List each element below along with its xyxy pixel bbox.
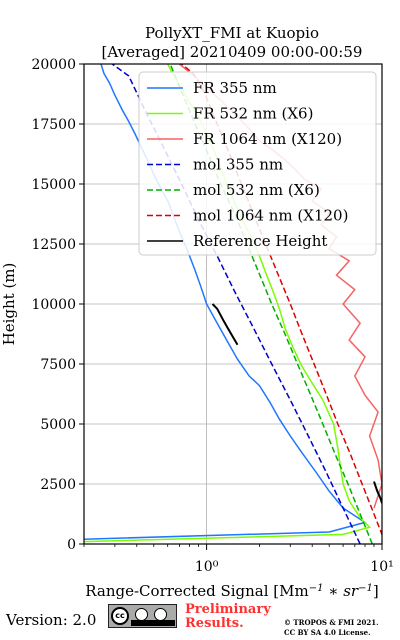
y-tick-label: 15000 — [31, 177, 76, 193]
y-tick-label: 17500 — [31, 117, 76, 133]
x-tick-label: 10¹ — [370, 559, 393, 575]
legend-label-fr532: FR 532 nm (X6) — [193, 105, 313, 123]
series-line-mol1064 — [181, 64, 382, 537]
cc-license-badge: cc — [108, 604, 177, 628]
copyright-notice: © TROPOS & FMI 2021. CC BY SA 4.0 Licens… — [284, 618, 379, 638]
legend-label-ref: Reference Height — [193, 232, 327, 250]
copyright-line2: CC BY SA 4.0 License. — [284, 628, 371, 637]
preliminary-notice: Preliminary Results. — [185, 603, 271, 631]
legend-label-mol355: mol 355 nm — [193, 156, 283, 174]
chart-title-line2: [Averaged] 20210409 00:00-00:59 — [102, 43, 363, 61]
series-line-ref — [373, 481, 382, 504]
y-tick-label: 0 — [67, 537, 76, 553]
license-band — [131, 620, 175, 626]
legend: FR 355 nm FR 532 nm (X6) FR 1064 nm (X120)… — [138, 71, 377, 256]
legend-label-fr355: FR 355 nm — [193, 79, 277, 97]
chart-title-line1: PollyXT_FMI at Kuopio — [145, 24, 319, 42]
y-axis: 0 2500 5000 7500 10000 12500 15000 17500 20000 — [31, 57, 84, 553]
x-axis: 10⁰ 10¹ — [83, 544, 394, 575]
legend-box — [138, 71, 377, 256]
legend-label-fr1064: FR 1064 nm (X120) — [193, 130, 342, 148]
series-line-fr355 — [84, 64, 367, 540]
x-axis-label: Range-Corrected Signal [Mm−1 ∗ sr−1] — [85, 582, 378, 600]
y-tick-label: 7500 — [40, 357, 76, 373]
lidar-profile-chart: PollyXT_FMI at Kuopio [Averaged] 2021040… — [0, 24, 394, 600]
y-tick-label: 2500 — [40, 477, 76, 493]
x-axis-label-main: Range-Corrected Signal [Mm — [85, 582, 308, 600]
preliminary-line1: Preliminary — [185, 602, 271, 617]
x-tick-label: 10⁰ — [195, 559, 219, 575]
y-axis-label: Height (m) — [0, 263, 18, 346]
copyright-line1: © TROPOS & FMI 2021. — [284, 618, 379, 627]
y-tick-label: 5000 — [40, 417, 76, 433]
legend-label-mol532: mol 532 nm (X6) — [193, 181, 320, 199]
series-line-ref — [211, 303, 239, 346]
version-label: Version: 2.0 — [6, 611, 97, 629]
y-tick-label: 12500 — [31, 237, 76, 253]
y-tick-label: 20000 — [31, 57, 76, 73]
preliminary-line2: Results. — [185, 616, 244, 631]
cc-icon: cc — [111, 607, 129, 625]
y-tick-label: 10000 — [31, 297, 76, 313]
legend-label-mol1064: mol 1064 nm (X120) — [193, 207, 348, 225]
